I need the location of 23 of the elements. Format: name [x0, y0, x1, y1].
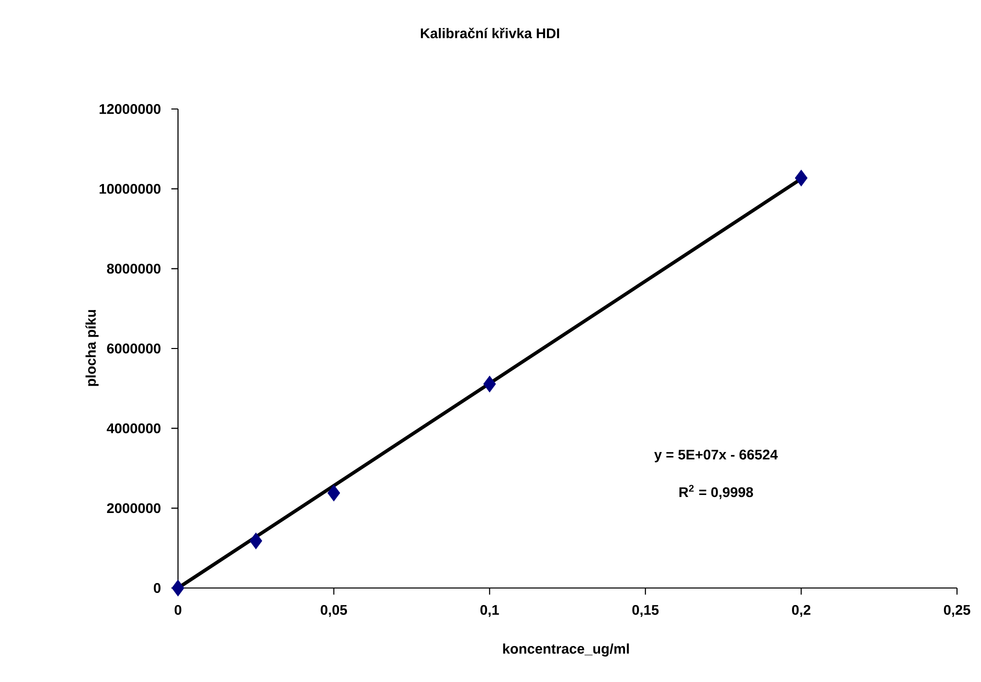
x-tick-label: 0,05 [320, 604, 348, 617]
annotation: y = 5E+07x - 66524 [654, 450, 778, 462]
x-tick-label: 0,1 [480, 604, 499, 617]
x-axis-title: koncentrace_ug/ml [503, 643, 629, 657]
y-axis-title: plocha píku [85, 310, 99, 386]
annotation: R$^{2}$ = 0,9998 [679, 484, 754, 500]
chart-title: Kalibrační křivka HDI [420, 28, 560, 38]
y-tick-label: 8000000 [107, 264, 160, 274]
point [794, 170, 808, 186]
point [483, 376, 496, 392]
y-tick-label: 6000000 [107, 344, 160, 354]
y-tick-label: 4000000 [106, 423, 160, 434]
x-tick-label: 0,15 [632, 604, 659, 617]
point [250, 532, 262, 550]
x-tick-label: 0,2 [792, 604, 810, 617]
point [172, 580, 184, 596]
x-tick-label: 0,25 [944, 604, 970, 617]
y-tick-label: 2000000 [107, 503, 160, 514]
y-tick-label: 10000000 [100, 184, 160, 194]
x-tick-label: 0 [174, 604, 182, 615]
point [328, 484, 340, 502]
y-tick-label: 12000000 [100, 104, 160, 114]
y-tick-label: 0 [154, 583, 160, 593]
